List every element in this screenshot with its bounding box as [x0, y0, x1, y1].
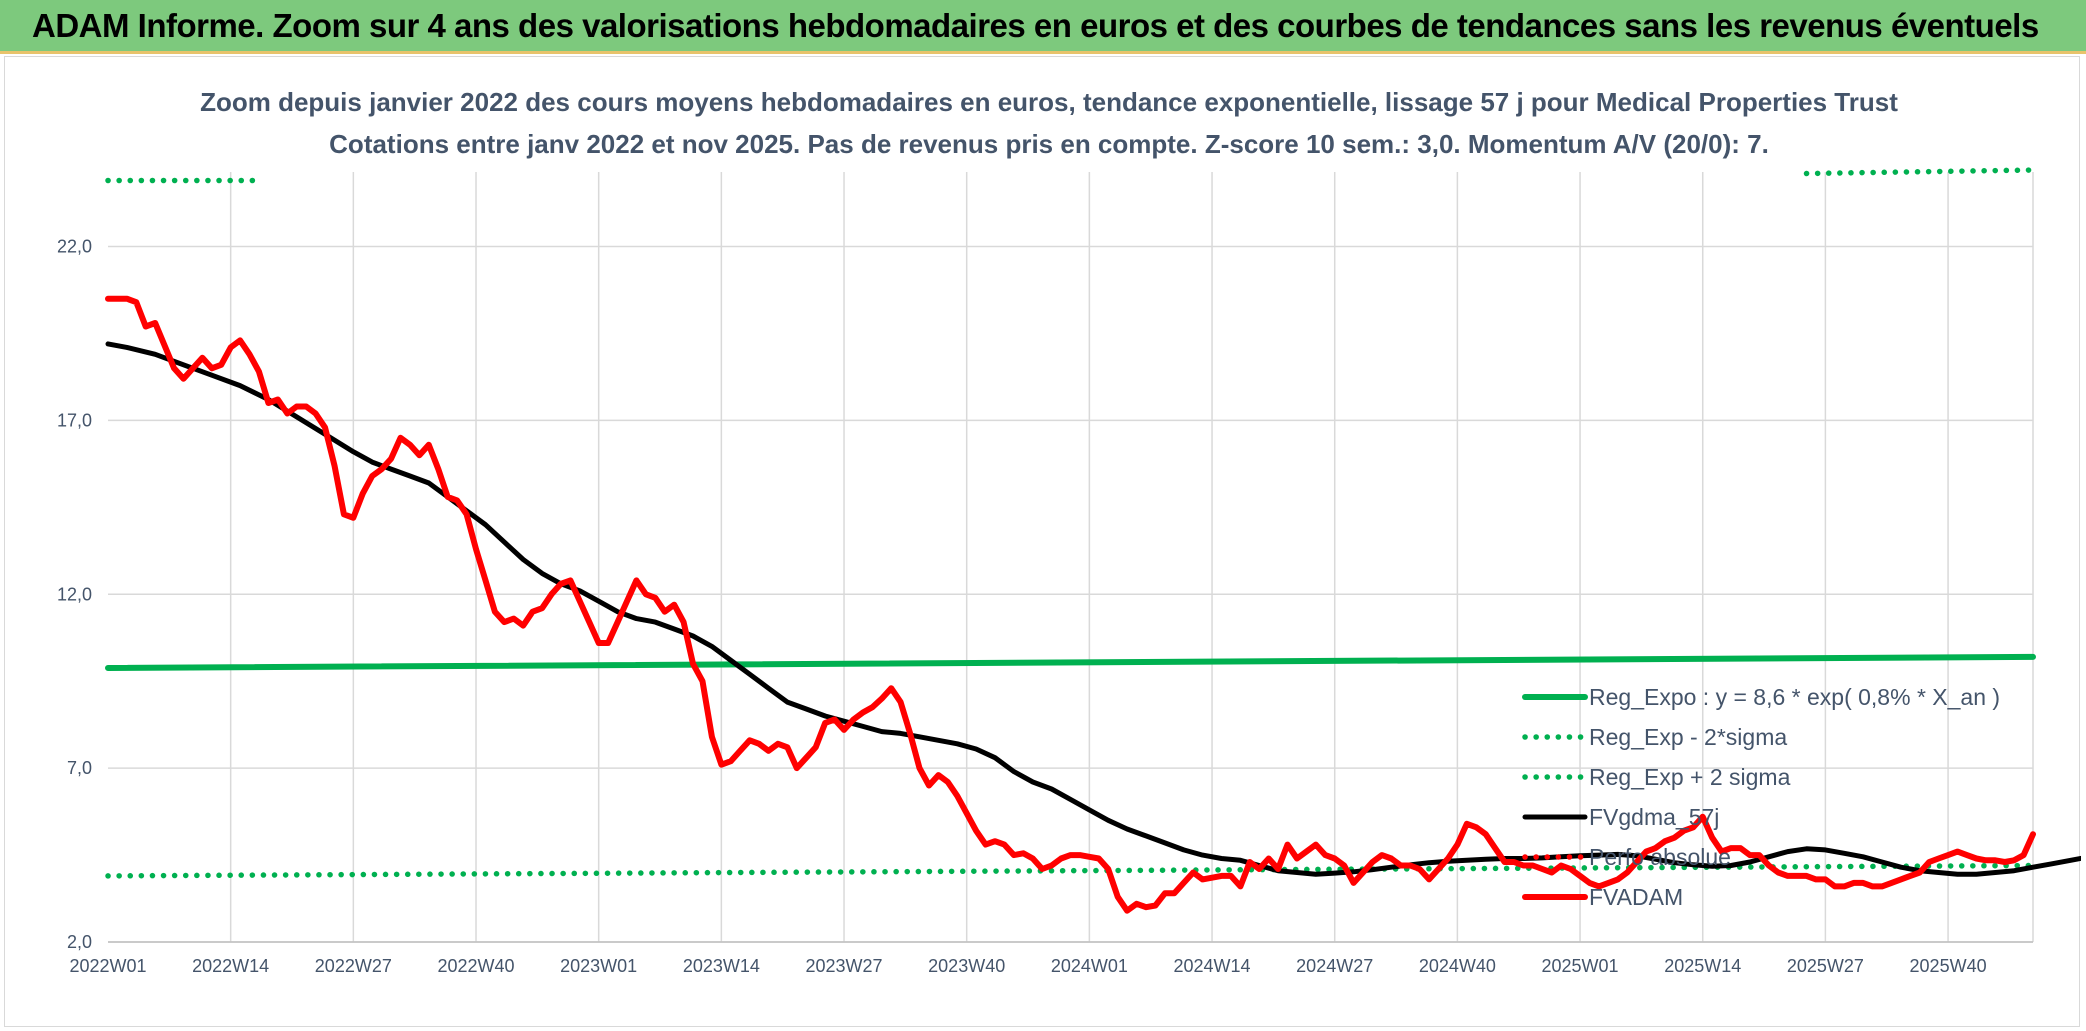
x-tick-label: 2025W27: [1787, 956, 1864, 976]
x-tick-label: 2023W14: [683, 956, 760, 976]
legend-label-3: FVgdma_57j: [1589, 804, 1719, 830]
x-tick-label: 2024W01: [1051, 956, 1128, 976]
chart-frame: Zoom depuis janvier 2022 des cours moyen…: [4, 56, 2081, 1027]
x-tick-label: 2024W40: [1419, 956, 1496, 976]
legend-label-2: Reg_Exp + 2 sigma: [1589, 764, 1791, 790]
chart-subtitle: Cotations entre janv 2022 et nov 2025. P…: [329, 129, 1769, 159]
legend-label-1: Reg_Exp - 2*sigma: [1589, 724, 1787, 750]
legend-label-0: Reg_Expo : y = 8,6 * exp( 0,8% * X_an ): [1589, 684, 2000, 710]
x-tick-label: 2022W01: [69, 956, 146, 976]
series-line-3: [105, 341, 2081, 877]
page-title: ADAM Informe. Zoom sur 4 ans des valoris…: [32, 7, 2039, 44]
legend-label-4: Perfo absolue: [1589, 844, 1731, 870]
x-tick-label: 2024W14: [1174, 956, 1251, 976]
series-line-5: [105, 295, 2036, 914]
horizontal-gridlines: [108, 245, 2033, 943]
line-chart: Zoom depuis janvier 2022 des cours moyen…: [57, 87, 2081, 976]
y-tick-label: 7,0: [67, 758, 92, 778]
y-tick-label: 2,0: [67, 932, 92, 952]
x-tick-label: 2025W40: [1910, 956, 1987, 976]
y-tick-label: 17,0: [57, 410, 92, 430]
legend-label-5: FVADAM: [1589, 884, 1683, 910]
y-axis-ticks: 2,0 7,0 12,0 17,0 22,0: [57, 237, 92, 952]
legend: Reg_Expo : y = 8,6 * exp( 0,8% * X_an ) R…: [1522, 684, 2000, 910]
chart-title: Zoom depuis janvier 2022 des cours moyen…: [200, 87, 1898, 117]
x-axis-ticks: 2022W01 2022W14 2022W27 2022W40 2023W01 2023W…: [69, 956, 1986, 976]
x-tick-label: 2023W01: [560, 956, 637, 976]
x-tick-label: 2022W27: [315, 956, 392, 976]
header-banner: ADAM Informe. Zoom sur 4 ans des valoris…: [0, 0, 2086, 54]
x-tick-label: 2022W14: [192, 956, 269, 976]
series-line-1: [105, 862, 2036, 879]
x-tick-label: 2023W40: [928, 956, 1005, 976]
x-tick-label: 2022W40: [437, 956, 514, 976]
x-tick-label: 2023W27: [805, 956, 882, 976]
y-tick-label: 12,0: [57, 584, 92, 604]
x-tick-label: 2024W27: [1296, 956, 1373, 976]
series-line-0: [105, 653, 2036, 671]
x-tick-label: 2025W01: [1542, 956, 1619, 976]
x-tick-label: 2025W14: [1664, 956, 1741, 976]
series-layer: [105, 167, 2081, 914]
vertical-gridlines: [229, 172, 2034, 942]
y-tick-label: 22,0: [57, 237, 92, 257]
series-line-2: [105, 167, 2036, 184]
